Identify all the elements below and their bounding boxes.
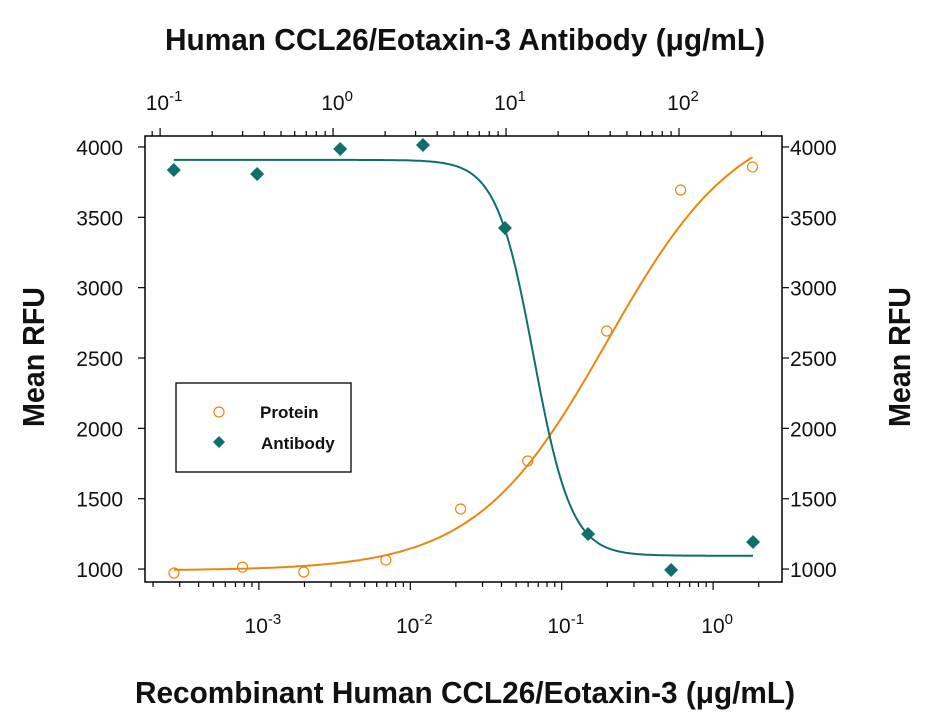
antibody-fit-curve	[173, 158, 754, 557]
left-tick-label: 4000	[76, 137, 123, 160]
antibody-data-point	[166, 163, 181, 178]
right-y-axis-title: Mean RFU	[882, 287, 917, 427]
legend-antibody-marker	[213, 436, 225, 448]
top-tick-label: 10-1	[146, 88, 183, 115]
legend-protein-marker	[213, 406, 225, 418]
protein-data-point	[236, 561, 249, 573]
left-tick-label: 2500	[76, 348, 123, 371]
antibody-data-point	[664, 563, 679, 578]
antibody-data-point	[746, 535, 761, 550]
protein-data-point	[455, 503, 467, 515]
left-y-axis-title: Mean RFU	[16, 287, 51, 427]
antibody-data-point	[581, 527, 596, 542]
antibody-data-point	[333, 141, 348, 156]
protein-data-point	[380, 554, 392, 566]
legend-box	[175, 382, 352, 473]
legend-antibody-label: Antibody	[261, 434, 335, 453]
bottom-tick-label: 10-3	[245, 611, 282, 638]
antibody-data-point	[497, 221, 512, 236]
right-tick-label: 2000	[790, 418, 837, 441]
protein-data-point	[746, 161, 759, 173]
left-tick-label: 3500	[76, 207, 123, 230]
protein-data-point	[168, 567, 180, 579]
antibody-data-point	[415, 138, 430, 153]
protein-data-point	[675, 184, 687, 196]
bottom-tick-label: 100	[701, 611, 733, 638]
left-tick-label: 1500	[76, 489, 123, 512]
right-tick-label: 3000	[790, 278, 837, 301]
protein-data-point	[522, 455, 534, 467]
top-tick-label: 100	[321, 88, 353, 115]
left-tick-label: 3000	[76, 278, 123, 301]
right-tick-label: 4000	[790, 137, 837, 160]
protein-fit-curve	[174, 156, 754, 571]
antibody-data-point	[250, 166, 265, 181]
protein-data-point	[298, 566, 310, 578]
legend-protein-label: Protein	[260, 403, 319, 422]
left-tick-label: 2000	[76, 418, 123, 441]
right-tick-label: 2500	[790, 348, 837, 371]
protein-data-point	[601, 325, 613, 337]
right-tick-label: 1500	[790, 489, 837, 512]
right-tick-label: 3500	[790, 207, 837, 230]
bottom-tick-label: 10-2	[396, 611, 433, 638]
top-tick-label: 101	[494, 88, 526, 115]
left-tick-label: 1000	[76, 559, 123, 582]
bottom-axis-title: Recombinant Human CCL26/Eotaxin-3 (μg/mL…	[135, 675, 795, 710]
top-tick-label: 102	[667, 88, 699, 115]
bottom-tick-label: 10-1	[547, 611, 584, 638]
top-axis-title: Human CCL26/Eotaxin-3 Antibody (μg/mL)	[165, 22, 765, 57]
right-tick-label: 1000	[790, 559, 837, 582]
plot-frame	[144, 135, 783, 583]
legend: Protein Antibody	[175, 382, 352, 473]
